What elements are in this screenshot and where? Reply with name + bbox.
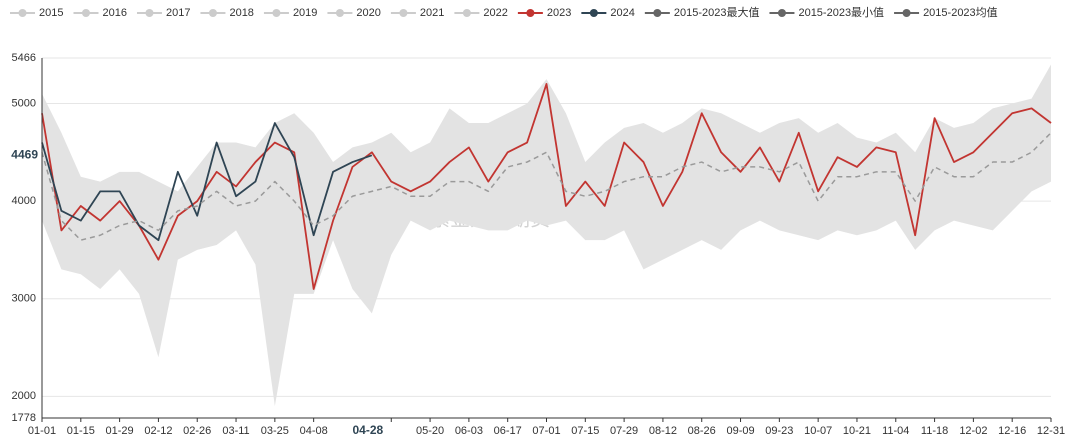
- legend-label: 2016: [102, 7, 126, 19]
- x-tick-label: 09-09: [726, 425, 754, 436]
- legend-icon: [526, 9, 535, 17]
- legend-label: 2015-2023最大值: [674, 5, 760, 19]
- legend-label: 2015-2023均值: [923, 6, 998, 19]
- x-tick-label: 09-23: [765, 425, 793, 436]
- series-line: [41, 132, 1052, 241]
- range-band: [42, 64, 1051, 407]
- x-tick-label: 06-03: [455, 425, 483, 436]
- pointer-y-bg: [2, 146, 40, 165]
- legend-label: 2015: [39, 7, 63, 19]
- legend-item[interactable]: 2019: [263, 7, 317, 19]
- x-tick-label: 03-25: [261, 425, 289, 436]
- x-tick-label: 11-04: [882, 425, 909, 436]
- legend-item[interactable]: 2018: [200, 7, 254, 19]
- legend-item[interactable]: 2015: [10, 7, 63, 19]
- legend-item[interactable]: 2015-2023最大值: [644, 5, 760, 19]
- legend-item[interactable]: 2023: [517, 7, 571, 19]
- x-tick-label: 12-31: [1037, 425, 1065, 436]
- legend-label: 2020: [356, 7, 380, 19]
- legend-label: 2023: [547, 7, 571, 19]
- legend-icon: [208, 9, 217, 17]
- legend-label: 2015-2023最小值: [798, 6, 884, 19]
- legend-icon: [777, 9, 786, 17]
- legend-icon: [18, 9, 27, 17]
- x-tick-label: 10-07: [804, 425, 832, 436]
- x-tick-label: 02-12: [144, 425, 172, 436]
- legend-item[interactable]: 2017: [136, 7, 190, 19]
- legend-label: 2018: [229, 7, 253, 19]
- legend-icon: [272, 9, 281, 17]
- legend-icon: [462, 9, 471, 17]
- x-tick-label: 01-01: [28, 425, 56, 436]
- legend-label: 2024: [610, 7, 634, 19]
- y-tick-label: 2000: [12, 390, 36, 402]
- legend-icon: [653, 9, 662, 17]
- x-tick-label: 11-18: [921, 425, 948, 436]
- x-tick-label: 02-26: [183, 425, 211, 436]
- legend-label: 2017: [166, 7, 190, 19]
- legend-item[interactable]: 2015-2023最小值: [769, 6, 884, 19]
- legend-icon: [145, 9, 154, 17]
- legend-item[interactable]: 2024: [581, 7, 635, 19]
- x-tick-label: 01-29: [106, 425, 134, 436]
- legend-label: 2019: [293, 7, 317, 19]
- legend-icon: [399, 9, 408, 17]
- x-tick-label: 10-21: [843, 425, 871, 436]
- legend-icon: [589, 9, 598, 17]
- x-tick-label: 07-01: [532, 425, 560, 436]
- x-tick-label: 05-20: [416, 425, 444, 436]
- x-tick-label: 08-26: [688, 425, 716, 436]
- legend-item[interactable]: 2016: [73, 7, 127, 19]
- legend-icon: [81, 9, 90, 17]
- legend: 2015 2016 2017 2018 2019 2020 2021 2022 2023 2024…: [10, 5, 998, 19]
- y-tick-label: 3000: [12, 293, 36, 305]
- legend-item[interactable]: 2015-2023均值: [894, 6, 998, 19]
- x-tick-label: 07-29: [610, 425, 638, 436]
- y-tick-label: 4000: [12, 195, 36, 207]
- x-tick-label: 01-15: [67, 425, 95, 436]
- x-tick-label: 03-11: [222, 425, 249, 436]
- y-tick-label: 5000: [12, 97, 36, 109]
- x-tick-label: 04-08: [300, 425, 328, 436]
- y-tick-label: 1778: [12, 412, 36, 424]
- legend-item[interactable]: 2020: [327, 7, 381, 19]
- x-tick-label: 06-17: [494, 425, 522, 436]
- legend-label: 2021: [420, 7, 444, 19]
- legend-item[interactable]: 2022: [454, 7, 508, 19]
- legend-icon: [335, 9, 344, 17]
- legend-label: 2022: [483, 7, 507, 19]
- x-tick-label: 08-12: [649, 425, 677, 436]
- series-line: [41, 83, 1052, 290]
- pointer-y-label: 4469: [11, 147, 38, 161]
- x-tick-label: 12-16: [998, 425, 1026, 436]
- x-tick-label: 12-02: [959, 425, 987, 436]
- pointer-x-label: 04-28: [353, 423, 384, 436]
- legend-icon: [902, 9, 911, 17]
- pointer-x-bg: [347, 422, 396, 436]
- y-tick-label: 5466: [12, 52, 36, 64]
- legend-item[interactable]: 2021: [390, 7, 444, 19]
- x-tick-label: 07-15: [571, 425, 599, 436]
